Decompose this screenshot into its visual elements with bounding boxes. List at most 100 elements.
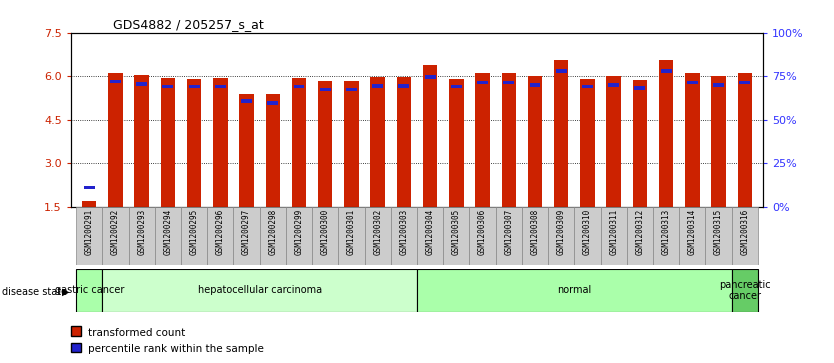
Bar	[155, 207, 181, 265]
Bar	[286, 207, 312, 265]
Bar	[633, 80, 647, 207]
Bar	[659, 60, 673, 207]
Bar	[344, 81, 359, 207]
Bar	[575, 207, 600, 265]
Bar	[108, 73, 123, 207]
Text: GSM1200306: GSM1200306	[478, 209, 487, 255]
Bar	[370, 77, 384, 207]
Bar	[294, 85, 304, 89]
Bar	[495, 207, 522, 265]
Bar	[443, 207, 470, 265]
Text: GDS4882 / 205257_s_at: GDS4882 / 205257_s_at	[113, 18, 264, 31]
Bar	[417, 269, 731, 312]
Bar	[731, 269, 758, 312]
Bar	[548, 207, 575, 265]
Text: GSM1200297: GSM1200297	[242, 209, 251, 255]
Text: GSM1200293: GSM1200293	[137, 209, 146, 255]
Text: GSM1200311: GSM1200311	[609, 209, 618, 255]
Bar	[128, 207, 155, 265]
Bar	[312, 207, 339, 265]
Bar	[740, 81, 750, 84]
Bar	[600, 207, 627, 265]
Bar	[339, 207, 364, 265]
Text: percentile rank within the sample: percentile rank within the sample	[88, 344, 264, 354]
Bar	[582, 85, 593, 89]
Text: GSM1200313: GSM1200313	[661, 209, 671, 255]
Bar	[399, 84, 409, 88]
Bar	[711, 76, 726, 207]
Text: GSM1200308: GSM1200308	[530, 209, 540, 255]
Bar	[134, 75, 149, 207]
Text: ▶: ▶	[62, 287, 69, 297]
Bar	[713, 83, 724, 87]
Bar	[501, 73, 516, 207]
Text: GSM1200292: GSM1200292	[111, 209, 120, 255]
Bar	[530, 83, 540, 87]
Bar	[76, 269, 103, 312]
Bar	[161, 78, 175, 207]
Bar	[679, 207, 706, 265]
Bar	[391, 207, 417, 265]
Bar	[84, 186, 94, 189]
Text: GSM1200312: GSM1200312	[636, 209, 645, 255]
Bar	[265, 94, 280, 207]
Bar	[470, 207, 495, 265]
Bar	[188, 85, 199, 89]
Bar	[82, 200, 97, 207]
Text: GSM1200295: GSM1200295	[189, 209, 198, 255]
Bar	[103, 207, 128, 265]
Bar	[504, 81, 515, 84]
Text: GSM1200305: GSM1200305	[452, 209, 461, 255]
Bar	[423, 65, 437, 207]
Bar	[187, 79, 201, 207]
Bar	[687, 81, 698, 84]
Bar	[417, 207, 443, 265]
Text: GSM1200291: GSM1200291	[85, 209, 93, 255]
Bar	[364, 207, 391, 265]
Text: hepatocellular carcinoma: hepatocellular carcinoma	[198, 285, 322, 295]
Bar	[606, 76, 620, 207]
Bar	[685, 73, 700, 207]
Bar	[737, 73, 752, 207]
Bar	[268, 101, 279, 105]
Bar	[76, 207, 103, 265]
Text: GSM1200299: GSM1200299	[294, 209, 304, 255]
Bar	[661, 69, 671, 73]
Bar	[397, 77, 411, 207]
Bar	[554, 60, 569, 207]
Text: normal: normal	[557, 285, 591, 295]
Bar	[292, 78, 306, 207]
Text: GSM1200309: GSM1200309	[557, 209, 565, 255]
Bar	[215, 85, 226, 89]
Bar	[318, 81, 333, 207]
Bar	[103, 269, 417, 312]
Bar	[241, 99, 252, 103]
Bar	[163, 85, 173, 89]
Text: GSM1200307: GSM1200307	[505, 209, 513, 255]
Bar	[450, 78, 464, 207]
Text: GSM1200314: GSM1200314	[688, 209, 697, 255]
Bar	[136, 82, 147, 86]
Bar	[477, 81, 488, 84]
Bar	[653, 207, 679, 265]
Text: GSM1200300: GSM1200300	[321, 209, 329, 255]
Bar	[207, 207, 234, 265]
Bar	[234, 207, 259, 265]
Text: gastric cancer: gastric cancer	[54, 285, 124, 295]
Bar	[372, 84, 383, 88]
Bar	[425, 76, 435, 79]
Bar	[110, 80, 121, 83]
Text: GSM1200302: GSM1200302	[373, 209, 382, 255]
Text: GSM1200310: GSM1200310	[583, 209, 592, 255]
Bar	[522, 207, 548, 265]
Bar	[528, 76, 542, 207]
Text: GSM1200294: GSM1200294	[163, 209, 173, 255]
Text: GSM1200316: GSM1200316	[741, 209, 749, 255]
Bar	[580, 78, 595, 207]
Bar	[555, 69, 566, 73]
Bar	[608, 83, 619, 87]
Bar	[259, 207, 286, 265]
Bar	[214, 78, 228, 207]
Text: GSM1200315: GSM1200315	[714, 209, 723, 255]
Bar	[731, 207, 758, 265]
